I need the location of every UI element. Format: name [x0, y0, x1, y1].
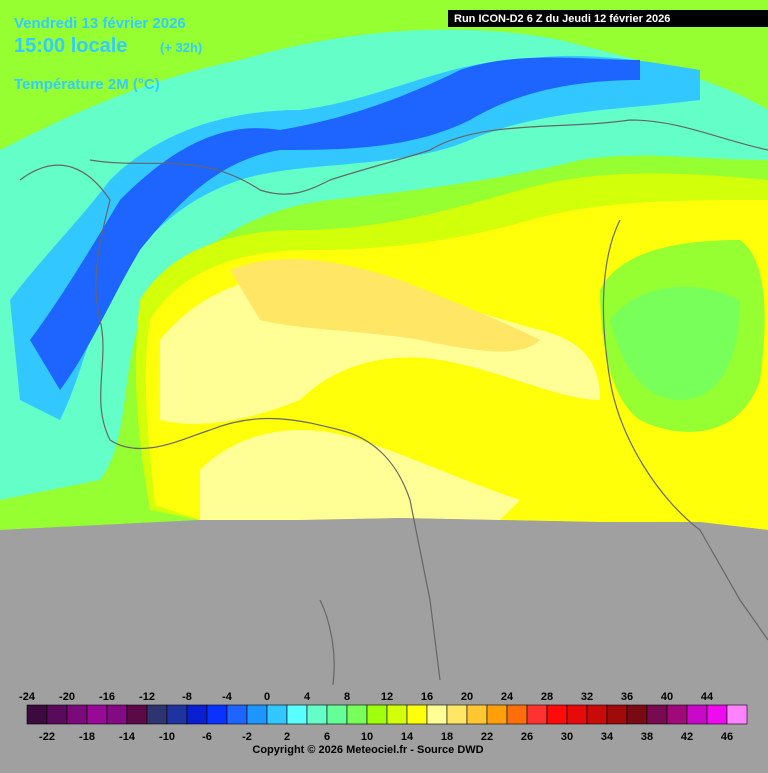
legend-label: -6: [202, 731, 212, 743]
sea-warm: [200, 430, 520, 520]
legend-label: -10: [159, 731, 175, 743]
mountain-coldest: [30, 57, 640, 390]
legend-swatch: [406, 704, 428, 725]
legend-swatch: [286, 704, 308, 725]
legend-swatch: [526, 704, 548, 725]
legend-label: 28: [541, 691, 553, 703]
legend-swatch: [646, 704, 668, 725]
legend-swatch: [686, 704, 708, 725]
legend-label: -8: [182, 691, 192, 703]
legend-label: 18: [441, 731, 453, 743]
run-box: [448, 10, 768, 27]
legend-swatch: [586, 704, 608, 725]
legend-swatch: [546, 704, 568, 725]
legend-swatch: [46, 704, 68, 725]
legend-swatch: [706, 704, 728, 725]
legend-swatch: [346, 704, 368, 725]
legend-swatch: [186, 704, 208, 725]
legend-label: 20: [461, 691, 473, 703]
legend-label: 38: [641, 731, 653, 743]
legend-label: -16: [99, 691, 115, 703]
legend-label: 44: [701, 691, 714, 703]
legend-label: 8: [344, 691, 350, 703]
legend-label: -24: [19, 691, 36, 703]
coast-ligurian: [209, 417, 441, 681]
legend-swatch: [446, 704, 468, 725]
legend-swatch: [506, 704, 528, 725]
legend-swatch: [266, 704, 288, 725]
legend-label: 24: [501, 691, 514, 703]
legend-label: 36: [621, 691, 633, 703]
adriatic-core: [610, 286, 740, 400]
legend-label: -4: [222, 691, 233, 703]
legend-swatch: [306, 704, 328, 725]
legend-label: -2: [242, 731, 252, 743]
plain-warmest: [230, 259, 540, 352]
legend-label: 2: [284, 731, 290, 743]
legend-label: 42: [681, 731, 693, 743]
legend-label: -20: [59, 691, 75, 703]
legend-swatch: [246, 704, 268, 725]
legend-swatch: [366, 704, 388, 725]
legend-label: 34: [601, 731, 614, 743]
legend-swatch: [666, 704, 688, 725]
legend-label: 30: [561, 731, 573, 743]
legend-swatch: [126, 704, 148, 725]
legend-label: 0: [264, 691, 270, 703]
legend-bg: [0, 685, 768, 768]
legend-label: -14: [119, 731, 136, 743]
legend-label: -18: [79, 731, 95, 743]
legend-swatch: [106, 704, 128, 725]
legend-swatch: [146, 704, 168, 725]
legend-swatch: [386, 704, 408, 725]
legend-label: -22: [39, 731, 55, 743]
legend: -24-22-20-18-16-14-12-10-8-6-4-202468101…: [19, 691, 748, 743]
legend-swatch: [426, 704, 448, 725]
time: 15:00 locale: [14, 35, 127, 57]
legend-label: 32: [581, 691, 593, 703]
legend-label: 6: [324, 731, 330, 743]
legend-swatch: [166, 704, 188, 725]
variable: Température 2M (°C): [14, 76, 160, 93]
legend-swatch: [326, 704, 348, 725]
legend-swatch: [66, 704, 88, 725]
copyright: Copyright © 2026 Meteociel.fr - Source D…: [252, 744, 483, 756]
date: Vendredi 13 février 2026: [14, 15, 186, 32]
legend-swatch: [206, 704, 228, 725]
legend-label: 12: [381, 691, 393, 703]
coast-adriatic: [602, 219, 768, 641]
legend-label: 46: [721, 731, 733, 743]
legend-label: 26: [521, 731, 533, 743]
legend-label: 40: [661, 691, 673, 703]
legend-label: -12: [139, 691, 155, 703]
legend-swatch: [726, 704, 748, 725]
legend-swatch: [626, 704, 648, 725]
legend-swatch: [226, 704, 248, 725]
legend-label: 10: [361, 731, 373, 743]
legend-swatch: [606, 704, 628, 725]
run: Run ICON-D2 6 Z du Jeudi 12 février 2026: [454, 13, 670, 25]
legend-swatch: [86, 704, 108, 725]
legend-label: 4: [304, 691, 311, 703]
legend-label: 14: [401, 731, 414, 743]
legend-label: 16: [421, 691, 433, 703]
legend-label: 22: [481, 731, 493, 743]
border-alps: [89, 119, 768, 195]
legend-swatch: [26, 704, 48, 725]
legend-swatch: [566, 704, 588, 725]
legend-swatch: [486, 704, 508, 725]
offset: (+ 32h): [160, 40, 202, 55]
border-france: [19, 164, 211, 450]
legend-swatch: [466, 704, 488, 725]
mountain-colder: [10, 55, 700, 421]
